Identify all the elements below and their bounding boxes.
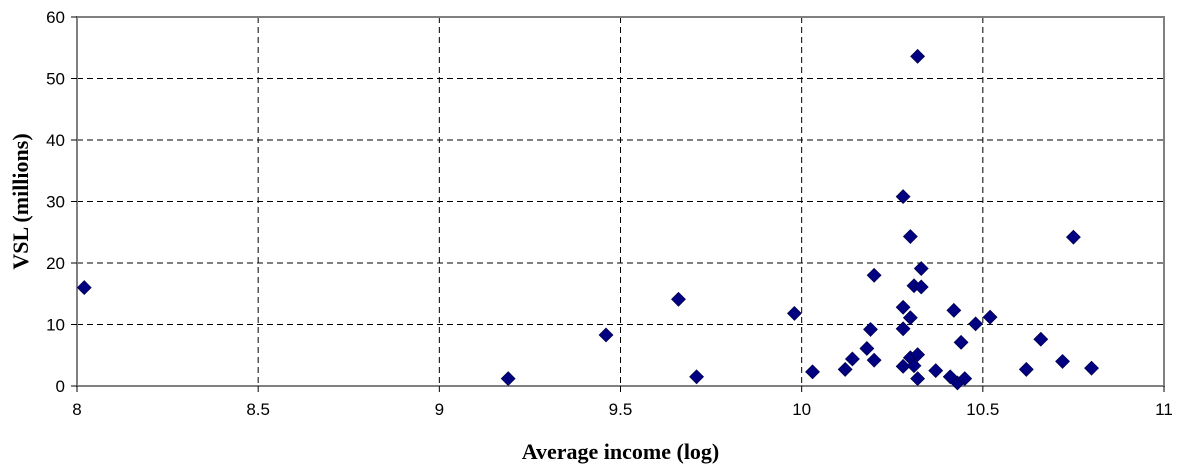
data-point xyxy=(1018,361,1034,377)
data-point xyxy=(913,279,929,295)
x-tick-label: 8 xyxy=(72,400,81,419)
data-point xyxy=(671,291,686,307)
data-point xyxy=(1033,331,1049,347)
data-point xyxy=(786,306,802,321)
data-point xyxy=(906,358,922,374)
data-point xyxy=(844,351,860,367)
data-point xyxy=(866,352,882,368)
data-point xyxy=(895,358,911,374)
grid xyxy=(77,17,1164,386)
data-point xyxy=(500,371,516,387)
y-tick-label: 10 xyxy=(46,316,65,335)
y-tick-label: 60 xyxy=(46,8,65,27)
y-tick-label: 30 xyxy=(46,193,65,212)
data-point xyxy=(928,363,944,379)
x-tick-label: 10 xyxy=(792,400,811,419)
y-tick-label: 50 xyxy=(46,70,65,89)
data-point xyxy=(837,361,853,377)
data-point xyxy=(805,364,820,380)
x-tick-label: 9 xyxy=(435,400,444,419)
y-tick-label: 0 xyxy=(56,377,65,396)
data-point xyxy=(895,299,911,315)
data-point xyxy=(1055,353,1070,369)
data-point xyxy=(76,280,92,296)
data-point xyxy=(902,229,918,244)
x-tick-label: 9.5 xyxy=(609,400,633,419)
x-tick-label: 8.5 xyxy=(246,400,270,419)
x-tick-label: 10.5 xyxy=(966,400,999,419)
data-point xyxy=(1084,360,1099,376)
data-point xyxy=(953,334,969,350)
axes: 8 8.5 9 9.5 10 10.5 11 0 10 20 30 40 50 60 xyxy=(46,8,1173,419)
data-point xyxy=(866,267,882,283)
data-point xyxy=(910,371,926,387)
y-tick-label: 40 xyxy=(46,131,65,150)
x-axis-title: Average income (log) xyxy=(522,439,720,464)
data-point xyxy=(910,48,926,64)
data-points xyxy=(76,48,1099,391)
x-tick-label: 11 xyxy=(1155,400,1173,419)
data-point xyxy=(910,347,926,363)
data-point xyxy=(859,341,875,356)
data-point xyxy=(913,261,929,276)
data-point xyxy=(895,321,911,337)
y-axis-title: VSL (millions) xyxy=(8,133,33,269)
data-point xyxy=(689,369,705,385)
data-point xyxy=(957,371,973,387)
data-point xyxy=(598,327,614,343)
data-point xyxy=(895,189,911,205)
data-point xyxy=(982,309,998,325)
data-point xyxy=(863,321,878,337)
data-point xyxy=(946,302,962,318)
data-point xyxy=(1065,229,1081,245)
data-point xyxy=(902,310,918,326)
data-point xyxy=(968,316,984,332)
y-tick-label: 20 xyxy=(46,254,65,273)
